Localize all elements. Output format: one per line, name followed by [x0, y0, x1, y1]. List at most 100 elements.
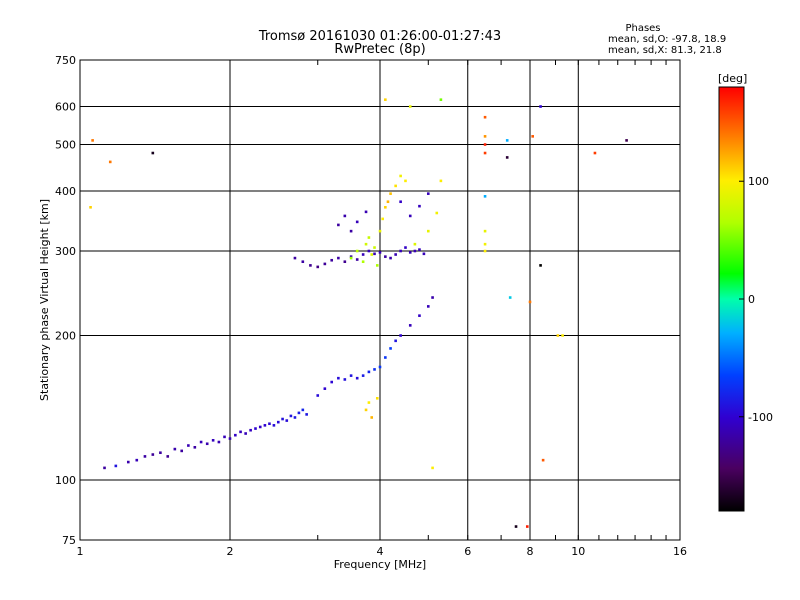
- data-point: [378, 365, 382, 369]
- data-point: [367, 236, 371, 239]
- data-point: [258, 425, 262, 429]
- data-point: [330, 380, 334, 384]
- data-point: [193, 446, 197, 449]
- data-point: [114, 464, 118, 468]
- data-point: [293, 256, 297, 260]
- data-point: [151, 453, 155, 456]
- data-point: [483, 143, 487, 146]
- data-point: [384, 205, 387, 209]
- data-point: [223, 435, 226, 439]
- data-point: [539, 105, 542, 108]
- y-tick-label: 400: [55, 185, 76, 198]
- x-axis-label: Frequency [MHz]: [334, 558, 426, 571]
- data-point: [349, 374, 353, 377]
- data-point: [364, 408, 368, 412]
- data-point: [439, 179, 443, 183]
- data-point: [199, 440, 203, 444]
- data-point: [373, 252, 376, 256]
- data-point: [426, 192, 430, 195]
- data-point: [375, 397, 379, 400]
- data-point: [361, 374, 365, 377]
- data-point: [370, 416, 374, 419]
- data-point: [505, 139, 509, 142]
- data-point: [91, 139, 94, 142]
- data-point: [422, 252, 426, 256]
- x-tick-label: 16: [673, 545, 687, 558]
- data-point: [228, 437, 232, 440]
- data-point: [343, 378, 347, 381]
- x-tick-label: 1: [77, 545, 84, 558]
- y-tick-label: 500: [55, 139, 76, 152]
- data-point: [143, 455, 147, 458]
- data-point: [556, 334, 560, 337]
- data-point: [364, 210, 368, 214]
- data-point: [394, 253, 397, 256]
- data-point: [381, 217, 384, 221]
- data-point: [508, 296, 512, 299]
- data-point: [297, 411, 301, 415]
- data-point: [217, 440, 221, 444]
- data-point: [408, 214, 412, 218]
- data-point: [361, 260, 365, 264]
- data-point: [483, 115, 487, 119]
- data-point: [375, 264, 379, 267]
- data-point: [426, 229, 430, 233]
- y-axis-label: Stationary phase Virtual Height [km]: [38, 199, 51, 401]
- data-point: [378, 251, 382, 254]
- data-point: [126, 460, 130, 464]
- data-point: [367, 249, 371, 253]
- data-point: [373, 246, 376, 249]
- chart-title: Tromsø 20161030 01:26:00-01:27:43: [258, 29, 501, 44]
- data-point: [483, 195, 487, 198]
- colorbar-tick-label: 0: [748, 293, 755, 306]
- data-point: [625, 139, 628, 142]
- data-point: [289, 414, 293, 418]
- data-point: [386, 200, 390, 204]
- y-tick-label: 100: [55, 474, 76, 487]
- data-point: [349, 255, 353, 258]
- data-point: [249, 428, 252, 432]
- data-point: [309, 264, 312, 267]
- data-point: [276, 420, 280, 424]
- y-tick-label: 300: [55, 245, 76, 258]
- data-point: [384, 356, 387, 359]
- x-tick-label: 10: [571, 545, 585, 558]
- data-point: [239, 430, 242, 434]
- data-point: [205, 442, 209, 446]
- data-point: [254, 427, 257, 430]
- x-tick-label: 8: [527, 545, 534, 558]
- data-point: [483, 249, 487, 253]
- data-points: [89, 98, 628, 528]
- data-point: [404, 246, 407, 249]
- data-point: [367, 401, 371, 404]
- data-point: [389, 256, 392, 260]
- data-point: [483, 242, 487, 246]
- data-point: [528, 300, 532, 304]
- stats-heading: Phases: [625, 23, 660, 34]
- data-point: [389, 192, 392, 195]
- data-point: [418, 314, 421, 317]
- chart-subtitle: RwPretec (8p): [334, 42, 425, 57]
- data-point: [483, 229, 487, 233]
- data-point: [135, 458, 139, 462]
- data-point: [408, 105, 412, 108]
- colorbar-label: [deg]: [718, 72, 747, 85]
- data-point: [337, 256, 340, 260]
- data-point: [301, 260, 305, 264]
- data-point: [408, 324, 412, 327]
- data-point: [263, 424, 267, 427]
- data-point: [337, 376, 340, 380]
- data-point: [531, 135, 534, 138]
- data-point: [413, 249, 417, 253]
- data-point: [431, 296, 434, 299]
- data-point: [426, 305, 430, 308]
- data-point: [180, 449, 184, 453]
- data-point: [384, 255, 387, 258]
- y-tick-label: 600: [55, 101, 76, 114]
- data-point: [285, 419, 289, 422]
- data-point: [349, 256, 353, 260]
- data-point: [323, 262, 327, 266]
- data-point: [316, 265, 320, 269]
- colorbar: [718, 86, 745, 512]
